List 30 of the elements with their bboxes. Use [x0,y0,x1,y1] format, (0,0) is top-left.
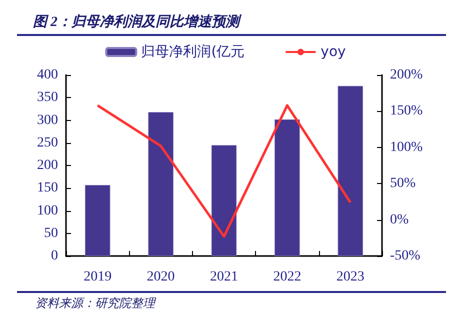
x-tick-label: 2022 [273,270,302,284]
line-series [96,104,352,238]
y-tick-label: 300 [37,112,58,128]
x-tick-label: 2021 [210,270,238,284]
chart-title: 图 2：归母净利润及同比增速预测 [17,12,446,36]
y-tick-label: 100 [37,203,58,218]
y2-tick-label: -50% [390,248,421,264]
y2-tick-label: 0% [390,212,409,228]
bar [84,184,110,256]
y-tick-label: 200 [37,158,58,173]
x-tick-label: 2023 [336,270,364,284]
y-tick-label: 0 [51,248,58,264]
x-tick-label: 2019 [84,270,112,284]
bar [338,86,364,256]
y-tick-label: 250 [37,135,58,150]
x-tick-label: 2020 [146,270,175,284]
legend-label: yoy [320,44,346,60]
y2-tick-label: 200% [390,68,423,82]
y2-tick-label: 50% [390,176,416,192]
bar [211,145,237,256]
bar [274,119,300,256]
y-tick-label: 350 [37,90,58,106]
y2-tick-label: 150% [390,104,423,119]
y-tick-label: 400 [37,68,58,82]
text: 资料来源：研究院整理 [35,295,158,312]
y2-tick-label: 100% [390,140,423,155]
y-tick-label: 150 [37,180,58,196]
legend-label: 归母净利润(亿元 [141,44,245,60]
y-tick-label: 50 [44,226,58,241]
bar [148,112,174,256]
